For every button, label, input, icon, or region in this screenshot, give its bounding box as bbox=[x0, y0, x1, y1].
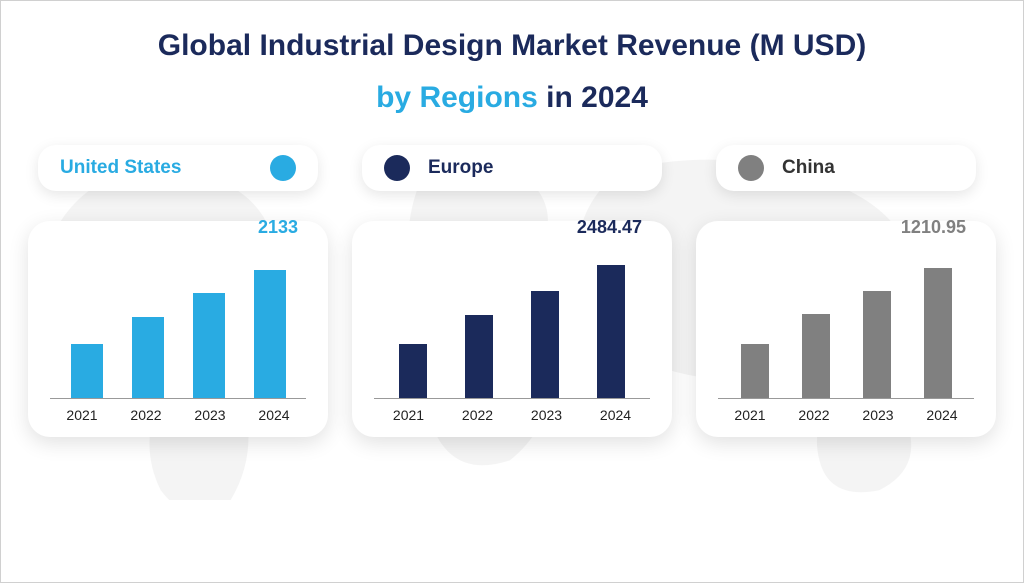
chart-block-eu: Europe 2484.47 2021202220232024 bbox=[352, 145, 672, 437]
value-label: 2484.47 bbox=[577, 217, 642, 238]
legend-label: United States bbox=[60, 157, 181, 179]
bar bbox=[465, 315, 493, 398]
bars-area: 2133 bbox=[50, 239, 306, 399]
x-tick-label: 2023 bbox=[178, 407, 242, 423]
bar bbox=[71, 344, 103, 398]
bar bbox=[254, 270, 286, 398]
charts-container: United States21332021202220232024Europe2… bbox=[1, 115, 1023, 477]
bar-col bbox=[178, 239, 239, 398]
x-tick-label: 2021 bbox=[374, 407, 443, 423]
bar-col bbox=[239, 239, 300, 398]
x-tick-label: 2021 bbox=[718, 407, 782, 423]
legend-label: China bbox=[782, 157, 835, 179]
legend-eu: Europe bbox=[362, 145, 662, 191]
bar-col bbox=[578, 239, 644, 398]
value-label: 1210.95 bbox=[901, 217, 966, 238]
bar-col bbox=[846, 239, 907, 398]
x-tick-label: 2021 bbox=[50, 407, 114, 423]
chart-card-cn: 1210.95 2021202220232024 bbox=[696, 221, 996, 437]
x-tick-label: 2024 bbox=[242, 407, 306, 423]
legend-us: United States bbox=[38, 145, 318, 191]
x-tick-label: 2022 bbox=[114, 407, 178, 423]
x-tick-label: 2023 bbox=[846, 407, 910, 423]
value-label: 2133 bbox=[258, 217, 298, 238]
bar bbox=[399, 344, 427, 398]
legend-dot-icon bbox=[738, 155, 764, 181]
legend-dot-icon bbox=[384, 155, 410, 181]
x-tick-label: 2023 bbox=[512, 407, 581, 423]
bar bbox=[597, 265, 625, 398]
title-highlight: by Regions bbox=[376, 81, 538, 114]
bar-col bbox=[117, 239, 178, 398]
bar bbox=[531, 291, 559, 398]
bars-area: 2484.47 bbox=[374, 239, 650, 399]
bar bbox=[924, 268, 952, 398]
x-tick-label: 2024 bbox=[581, 407, 650, 423]
bar-col bbox=[907, 239, 968, 398]
bar bbox=[863, 291, 891, 398]
bars-area: 1210.95 bbox=[718, 239, 974, 399]
legend-cn: China bbox=[716, 145, 976, 191]
x-axis: 2021202220232024 bbox=[374, 407, 650, 423]
legend-dot-icon bbox=[270, 155, 296, 181]
bar-col bbox=[446, 239, 512, 398]
title-line-1-text: Global Industrial Design Market Revenue … bbox=[158, 29, 866, 62]
x-tick-label: 2022 bbox=[782, 407, 846, 423]
title-line-2: by Regions in 2024 bbox=[1, 81, 1023, 115]
legend-label: Europe bbox=[428, 157, 493, 179]
x-tick-label: 2024 bbox=[910, 407, 974, 423]
chart-block-cn: China 1210.95 2021202220232024 bbox=[696, 145, 996, 437]
x-axis: 2021202220232024 bbox=[50, 407, 306, 423]
bar-col bbox=[512, 239, 578, 398]
chart-block-us: United States 2133 2021202220232024 bbox=[28, 145, 328, 437]
chart-title: Global Industrial Design Market Revenue … bbox=[1, 1, 1023, 115]
x-tick-label: 2022 bbox=[443, 407, 512, 423]
chart-card-eu: 2484.47 2021202220232024 bbox=[352, 221, 672, 437]
chart-card-us: 2133 2021202220232024 bbox=[28, 221, 328, 437]
title-rest: in 2024 bbox=[538, 81, 648, 114]
bar bbox=[802, 314, 830, 398]
bar-col bbox=[724, 239, 785, 398]
bar bbox=[193, 293, 225, 398]
bar bbox=[741, 344, 769, 398]
bar-col bbox=[380, 239, 446, 398]
bar bbox=[132, 317, 164, 398]
x-axis: 2021202220232024 bbox=[718, 407, 974, 423]
title-line-1: Global Industrial Design Market Revenue … bbox=[1, 29, 1023, 63]
bar-col bbox=[785, 239, 846, 398]
bar-col bbox=[56, 239, 117, 398]
